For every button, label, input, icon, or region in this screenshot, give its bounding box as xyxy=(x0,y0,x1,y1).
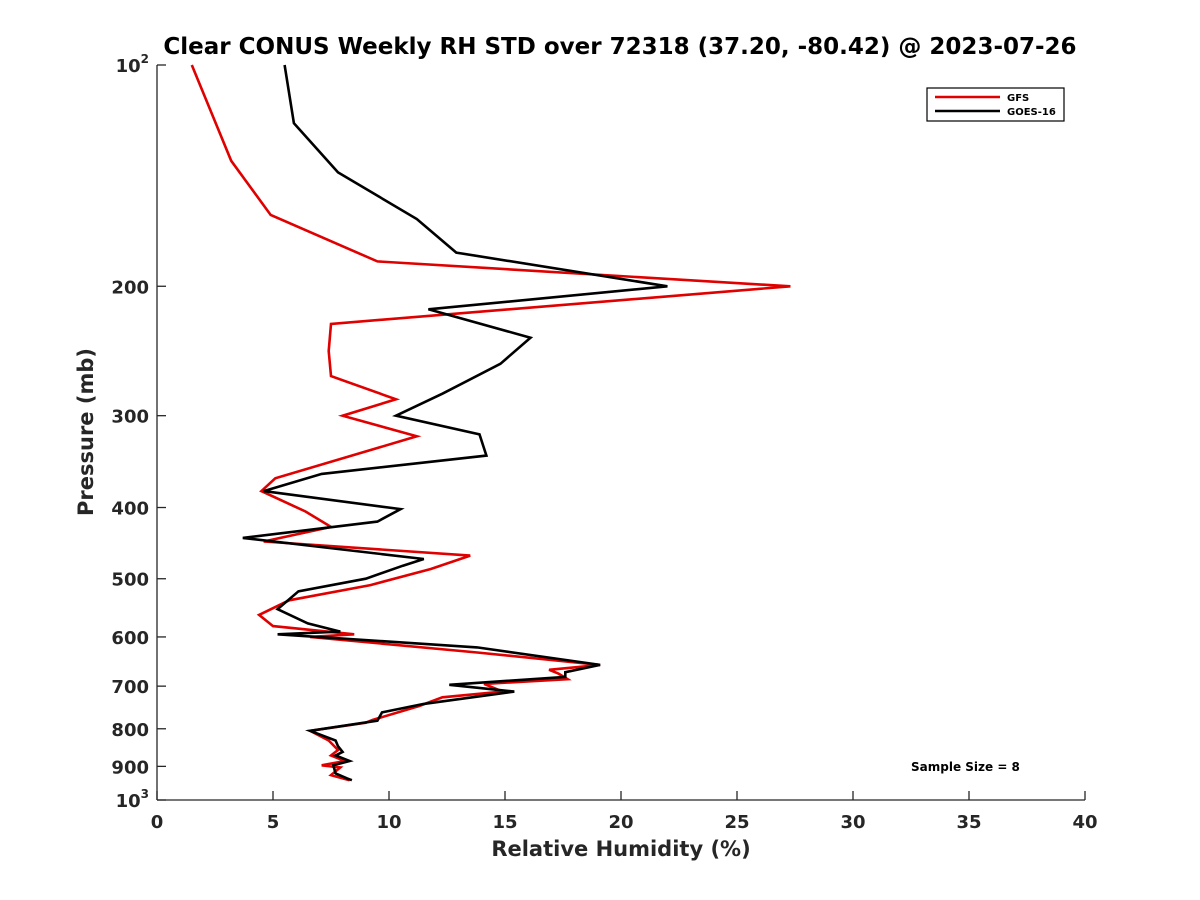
series-line-gfs xyxy=(190,64,791,782)
y-tick-label-base: 500 xyxy=(111,570,149,591)
plot-area: 0 5 10 15 20 25 30 35 40 10220030040050060070080… xyxy=(111,52,1097,833)
x-tick-label: 0 xyxy=(151,812,164,833)
y-tick-label: 600 xyxy=(111,628,149,649)
x-axis-ticks: 0 5 10 15 20 25 30 35 40 xyxy=(151,791,1098,833)
y-tick-label: 300 xyxy=(111,407,149,428)
x-tick-label: 10 xyxy=(376,812,401,833)
y-axis-label: Pressure (mb) xyxy=(74,348,98,516)
y-tick-label-exponent: 3 xyxy=(141,787,149,801)
x-tick-label: 5 xyxy=(267,812,280,833)
y-tick-label: 200 xyxy=(111,277,149,298)
x-tick-label: 35 xyxy=(956,812,981,833)
x-tick-label: 30 xyxy=(840,812,865,833)
x-tick-label: 25 xyxy=(724,812,749,833)
x-tick-label: 15 xyxy=(492,812,517,833)
y-tick-label: 102 xyxy=(116,52,149,77)
y-tick-label-base: 800 xyxy=(111,720,149,741)
y-tick-label-exponent: 2 xyxy=(141,52,149,66)
y-tick-label-base: 600 xyxy=(111,628,149,649)
series-layer xyxy=(190,64,791,782)
y-tick-label: 900 xyxy=(111,757,149,778)
y-tick-label-base: 200 xyxy=(111,277,149,298)
chart-title: Clear CONUS Weekly RH STD over 72318 (37… xyxy=(163,34,1076,60)
y-tick-label-base: 900 xyxy=(111,757,149,778)
y-tick-label: 400 xyxy=(111,499,149,520)
y-tick-label: 700 xyxy=(111,677,149,698)
legend-label-goes16: GOES-16 xyxy=(1007,107,1056,118)
x-tick-label: 20 xyxy=(608,812,633,833)
x-axis-label: Relative Humidity (%) xyxy=(491,837,750,861)
legend-label-gfs: GFS xyxy=(1007,93,1029,104)
x-tick-label: 40 xyxy=(1072,812,1097,833)
y-tick-label: 500 xyxy=(111,570,149,591)
y-tick-label-base: 700 xyxy=(111,677,149,698)
series-line-goes16 xyxy=(242,64,668,782)
y-tick-label-base: 400 xyxy=(111,499,149,520)
legend-box xyxy=(926,87,1065,122)
legend: GFS GOES-16 xyxy=(926,87,1065,122)
y-tick-label: 103 xyxy=(116,787,149,812)
y-tick-label: 800 xyxy=(111,720,149,741)
y-tick-label-base: 10 xyxy=(116,791,141,812)
sample-size-annotation: Sample Size = 8 xyxy=(911,760,1020,774)
y-tick-label-base: 10 xyxy=(116,56,141,77)
y-tick-label-base: 300 xyxy=(111,407,149,428)
